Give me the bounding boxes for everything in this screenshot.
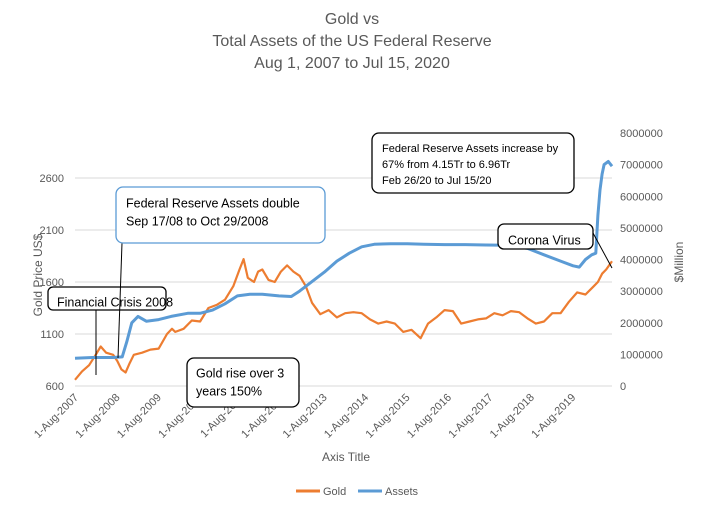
annotation-box (47, 286, 167, 311)
annotation-text: Sep 17/08 to Oct 29/2008 (126, 215, 269, 229)
annotation-box (186, 357, 300, 408)
chart-title-line: Gold vs (325, 11, 379, 28)
annotation-leader-line (117, 242, 123, 359)
annotation-corona: Corona Virus (497, 223, 613, 269)
annotation-leader-line (592, 232, 613, 269)
annotation-box (115, 186, 326, 244)
right-tick-label: 3000000 (620, 286, 663, 298)
left-axis-label: Gold Price US$ (31, 233, 45, 316)
annotation-double: Federal Reserve Assets double Sep 17/08 t… (115, 186, 326, 359)
annotation-text: years 150% (196, 385, 262, 399)
left-tick-label: 1100 (40, 329, 64, 341)
right-axis-tick-labels: 0 1000000 2000000 3000000 4000000 5000000 6000… (620, 128, 663, 393)
x-axis-label: Axis Title (322, 450, 370, 464)
series-lines (74, 160, 614, 381)
annotation-box (371, 132, 575, 194)
right-tick-label: 1000000 (620, 349, 663, 361)
right-tick-label: 2000000 (620, 318, 663, 330)
right-tick-label: 7000000 (620, 160, 663, 172)
annotation-crisis: Financial Crisis 2008 (47, 286, 173, 375)
left-tick-label: 600 (46, 381, 64, 393)
left-tick-label: 2100 (40, 225, 64, 237)
chart-title-line: Total Assets of the US Federal Reserve (212, 33, 491, 50)
series-line-assets (74, 160, 614, 360)
left-tick-label: 2600 (40, 173, 64, 185)
right-tick-label: 8000000 (620, 128, 663, 140)
chart-title: Gold vs Total Assets of the US Federal Re… (212, 11, 491, 72)
annotation-increase: Federal Reserve Assets increase by 67% fr… (371, 132, 575, 194)
annotation-text: Federal Reserve Assets increase by (382, 143, 559, 155)
legend-label: Gold (323, 486, 346, 498)
series-line-gold (74, 258, 613, 381)
annotation-text: Gold rise over 3 (196, 367, 284, 381)
annotation-box (497, 223, 594, 250)
annotation-text: Corona Virus (508, 234, 581, 248)
left-axis-tick-labels: 600 1100 1600 2100 2600 (40, 173, 64, 393)
annotation-text: Federal Reserve Assets double (126, 197, 300, 211)
legend-label: Assets (385, 486, 419, 498)
left-tick-label: 1600 (40, 277, 64, 289)
annotation-text: 67% from 4.15Tr to 6.96Tr (382, 159, 511, 171)
right-tick-label: 4000000 (620, 255, 663, 267)
annotation-goldrise: Gold rise over 3 years 150% (186, 357, 300, 408)
right-tick-label: 5000000 (620, 223, 663, 235)
annotation-text: Financial Crisis 2008 (57, 296, 173, 310)
legend: Gold Assets (296, 486, 419, 498)
right-tick-label: 6000000 (620, 191, 663, 203)
right-axis-label: $Million (672, 242, 686, 283)
chart-title-line: Aug 1, 2007 to Jul 15, 2020 (254, 55, 450, 72)
right-tick-label: 0 (620, 381, 626, 393)
annotation-text: Feb 26/20 to Jul 15/20 (382, 175, 491, 187)
